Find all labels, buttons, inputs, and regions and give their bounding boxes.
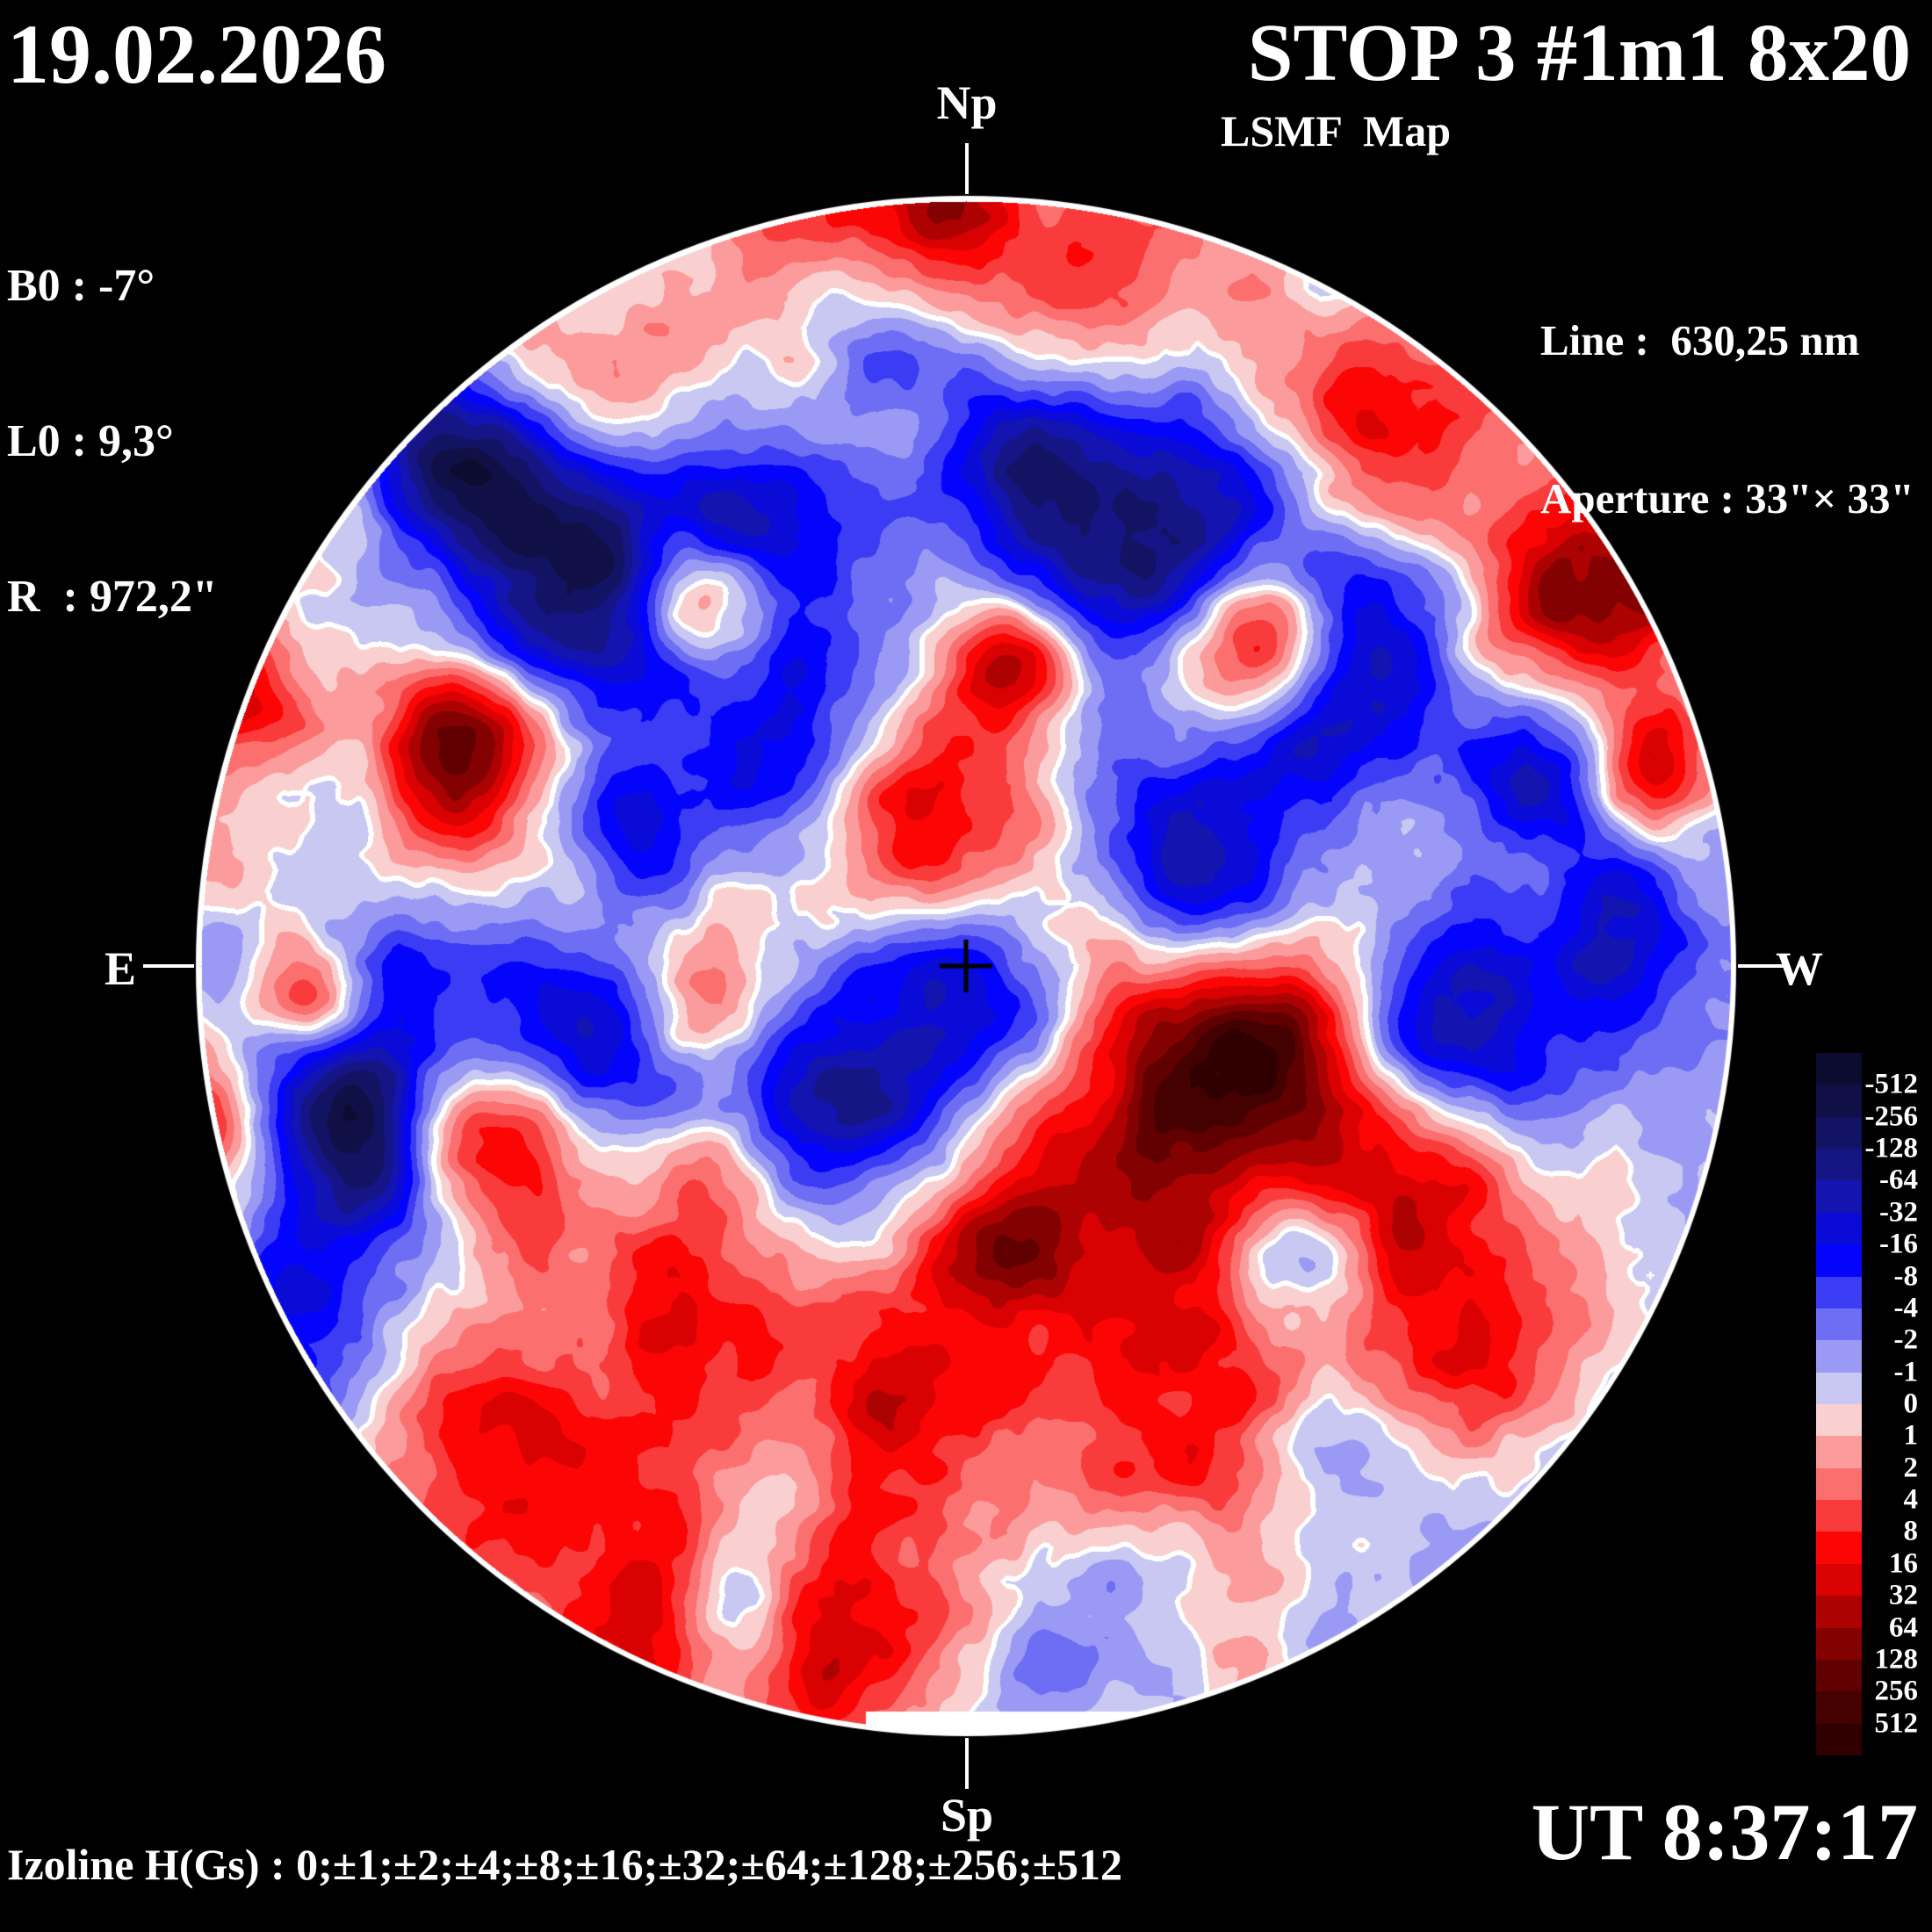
colorbar-segment (1816, 1308, 1862, 1341)
colorbar-segment (1816, 1372, 1862, 1405)
colorbar-tick-label: 256 (1874, 1675, 1919, 1707)
north-tick (965, 143, 969, 194)
colorbar-tick-label: -512 (1864, 1068, 1919, 1100)
spectral-info: Line : 630,25 nm Aperture : 33"× 33" (1540, 209, 1914, 578)
colorbar-segment (1816, 1340, 1862, 1373)
colorbar-segment (1816, 1276, 1862, 1309)
east-tick (143, 964, 194, 968)
colorbar-tick-label: 64 (1889, 1611, 1918, 1644)
colorbar-tick-label: -256 (1864, 1100, 1919, 1133)
magnetic-field-colorbar (1816, 1053, 1862, 1756)
colorbar-tick-label: 0 (1903, 1388, 1919, 1420)
north-pole-label: Np (936, 76, 998, 129)
map-type-label: LSMF Map (1221, 106, 1452, 155)
colorbar-tick-label: 16 (1889, 1547, 1918, 1580)
colorbar-segment (1816, 1212, 1862, 1245)
colorbar-segment (1816, 1596, 1862, 1629)
colorbar-segment (1816, 1467, 1862, 1501)
observation-date: 19.02.2026 (7, 7, 386, 101)
colorbar-segment (1816, 1149, 1862, 1181)
colorbar-tick-label: 2 (1903, 1452, 1919, 1484)
colorbar-segment (1816, 1180, 1862, 1214)
colorbar-tick-label: 1 (1903, 1419, 1919, 1452)
south-tick (965, 1738, 969, 1789)
colorbar-tick-label: -32 (1879, 1196, 1918, 1229)
l0-value: L0 : 9,3° (7, 416, 174, 466)
colorbar-tick-label: 128 (1874, 1643, 1919, 1676)
east-label: E (104, 942, 137, 995)
colorbar-segment (1816, 1116, 1862, 1150)
izoline-levels-label: Izoline H(Gs) : 0;±1;±2;±4;±8;±16;±32;±6… (7, 1840, 1123, 1889)
colorbar-tick-label: -4 (1893, 1292, 1919, 1324)
colorbar-tick-label: -8 (1893, 1260, 1919, 1293)
aperture-size: Aperture : 33"× 33" (1540, 474, 1914, 523)
colorbar-segment (1816, 1085, 1862, 1118)
colorbar-segment (1816, 1723, 1862, 1756)
colorbar-tick-label: 8 (1903, 1515, 1919, 1547)
colorbar-segment (1816, 1659, 1862, 1692)
colorbar-segment (1816, 1053, 1862, 1085)
radius-value: R : 972,2" (7, 572, 218, 622)
colorbar-segment (1816, 1691, 1862, 1725)
b0-value: B0 : -7° (7, 261, 155, 311)
south-pole-label: Sp (940, 1789, 994, 1842)
colorbar-tick-label: -128 (1864, 1132, 1919, 1164)
universal-time-label: UT 8:37:17 (1531, 1787, 1918, 1877)
colorbar-tick-label: -2 (1893, 1323, 1919, 1356)
colorbar-tick-label: -16 (1879, 1228, 1918, 1260)
colorbar-tick-label: -1 (1893, 1356, 1919, 1388)
colorbar-tick-label: 4 (1903, 1483, 1919, 1516)
line-wavelength: Line : 630,25 nm (1540, 316, 1860, 364)
colorbar-tick-label: 512 (1874, 1707, 1919, 1740)
colorbar-segment (1816, 1500, 1862, 1532)
colorbar-segment (1816, 1244, 1862, 1278)
colorbar-tick-label: -64 (1879, 1164, 1918, 1196)
observation-params: B0 : -7° L0 : 9,3° R : 972,2" (7, 156, 218, 674)
colorbar-segment (1816, 1532, 1862, 1565)
colorbar-segment (1816, 1404, 1862, 1437)
instrument-title: STOP 3 #1m1 8x20 (1247, 8, 1911, 98)
west-tick (1738, 964, 1789, 968)
colorbar-scale-labels: -512 -256 -128 -64 -32 -16 -8 -4 -2 -1 0 1 2 4 8 16 32 64… (1851, 1053, 1919, 1755)
west-label: W (1776, 942, 1823, 995)
colorbar-segment (1816, 1627, 1862, 1661)
colorbar-segment (1816, 1563, 1862, 1597)
colorbar-tick-label: 32 (1889, 1579, 1918, 1611)
colorbar-segment (1816, 1436, 1862, 1469)
